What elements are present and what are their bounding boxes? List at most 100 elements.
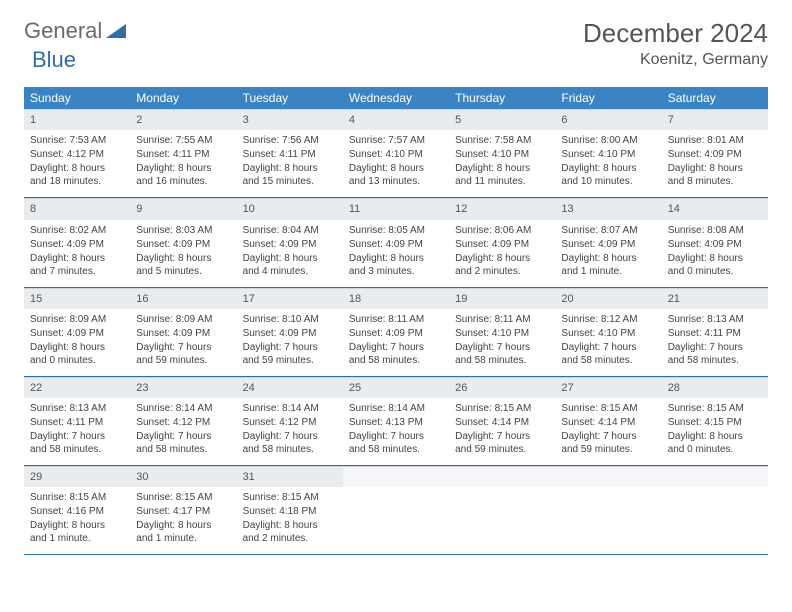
empty-day-cell	[449, 466, 555, 555]
day-cell: 19Sunrise: 8:11 AMSunset: 4:10 PMDayligh…	[449, 287, 555, 376]
sunrise-text: Sunrise: 8:09 AM	[136, 313, 230, 326]
sunset-text: Sunset: 4:09 PM	[243, 238, 337, 251]
day-number: 18	[343, 288, 449, 309]
day-body: Sunrise: 8:13 AMSunset: 4:11 PMDaylight:…	[24, 398, 130, 465]
day-number: 16	[130, 288, 236, 309]
day-number: 23	[130, 377, 236, 398]
daylight-text: Daylight: 7 hours and 58 minutes.	[243, 430, 337, 456]
day-number: 10	[237, 198, 343, 219]
day-body: Sunrise: 8:15 AMSunset: 4:16 PMDaylight:…	[24, 487, 130, 554]
day-body: Sunrise: 8:09 AMSunset: 4:09 PMDaylight:…	[130, 309, 236, 376]
dow-header-row: Sunday Monday Tuesday Wednesday Thursday…	[24, 87, 768, 109]
sunset-text: Sunset: 4:09 PM	[136, 238, 230, 251]
location-label: Koenitz, Germany	[583, 51, 768, 69]
day-body: Sunrise: 8:10 AMSunset: 4:09 PMDaylight:…	[237, 309, 343, 376]
dow-saturday: Saturday	[662, 87, 768, 109]
day-body: Sunrise: 7:58 AMSunset: 4:10 PMDaylight:…	[449, 130, 555, 197]
day-number: 8	[24, 198, 130, 219]
day-cell: 18Sunrise: 8:11 AMSunset: 4:09 PMDayligh…	[343, 287, 449, 376]
sunset-text: Sunset: 4:14 PM	[561, 416, 655, 429]
daylight-text: Daylight: 8 hours and 3 minutes.	[349, 252, 443, 278]
sunrise-text: Sunrise: 8:15 AM	[243, 491, 337, 504]
daylight-text: Daylight: 8 hours and 5 minutes.	[136, 252, 230, 278]
sunrise-text: Sunrise: 7:58 AM	[455, 134, 549, 147]
daylight-text: Daylight: 8 hours and 2 minutes.	[243, 519, 337, 545]
day-body: Sunrise: 8:00 AMSunset: 4:10 PMDaylight:…	[555, 130, 661, 197]
dow-tuesday: Tuesday	[237, 87, 343, 109]
day-cell: 27Sunrise: 8:15 AMSunset: 4:14 PMDayligh…	[555, 376, 661, 465]
day-cell: 7Sunrise: 8:01 AMSunset: 4:09 PMDaylight…	[662, 109, 768, 198]
sunset-text: Sunset: 4:17 PM	[136, 505, 230, 518]
sunset-text: Sunset: 4:10 PM	[455, 327, 549, 340]
title-block: December 2024 Koenitz, Germany	[583, 18, 768, 69]
day-number: 15	[24, 288, 130, 309]
day-number: 4	[343, 109, 449, 130]
daylight-text: Daylight: 8 hours and 1 minute.	[30, 519, 124, 545]
day-body	[662, 487, 768, 547]
sunrise-text: Sunrise: 8:15 AM	[455, 402, 549, 415]
calendar-table: Sunday Monday Tuesday Wednesday Thursday…	[24, 87, 768, 555]
day-number: 6	[555, 109, 661, 130]
day-cell: 12Sunrise: 8:06 AMSunset: 4:09 PMDayligh…	[449, 198, 555, 287]
day-body: Sunrise: 8:15 AMSunset: 4:14 PMDaylight:…	[449, 398, 555, 465]
day-body: Sunrise: 8:05 AMSunset: 4:09 PMDaylight:…	[343, 220, 449, 287]
daylight-text: Daylight: 8 hours and 11 minutes.	[455, 162, 549, 188]
day-cell: 6Sunrise: 8:00 AMSunset: 4:10 PMDaylight…	[555, 109, 661, 198]
daylight-text: Daylight: 8 hours and 4 minutes.	[243, 252, 337, 278]
sunset-text: Sunset: 4:10 PM	[455, 148, 549, 161]
day-body: Sunrise: 8:08 AMSunset: 4:09 PMDaylight:…	[662, 220, 768, 287]
sunset-text: Sunset: 4:11 PM	[668, 327, 762, 340]
day-cell: 24Sunrise: 8:14 AMSunset: 4:12 PMDayligh…	[237, 376, 343, 465]
dow-friday: Friday	[555, 87, 661, 109]
sunrise-text: Sunrise: 8:14 AM	[136, 402, 230, 415]
day-cell: 25Sunrise: 8:14 AMSunset: 4:13 PMDayligh…	[343, 376, 449, 465]
sunset-text: Sunset: 4:12 PM	[30, 148, 124, 161]
day-cell: 13Sunrise: 8:07 AMSunset: 4:09 PMDayligh…	[555, 198, 661, 287]
day-cell: 22Sunrise: 8:13 AMSunset: 4:11 PMDayligh…	[24, 376, 130, 465]
daylight-text: Daylight: 7 hours and 58 minutes.	[349, 430, 443, 456]
day-body: Sunrise: 8:11 AMSunset: 4:10 PMDaylight:…	[449, 309, 555, 376]
day-number: 25	[343, 377, 449, 398]
sunrise-text: Sunrise: 8:00 AM	[561, 134, 655, 147]
day-body: Sunrise: 8:15 AMSunset: 4:18 PMDaylight:…	[237, 487, 343, 554]
sunrise-text: Sunrise: 8:11 AM	[349, 313, 443, 326]
day-cell: 14Sunrise: 8:08 AMSunset: 4:09 PMDayligh…	[662, 198, 768, 287]
day-number	[662, 466, 768, 487]
day-cell: 2Sunrise: 7:55 AMSunset: 4:11 PMDaylight…	[130, 109, 236, 198]
sunset-text: Sunset: 4:09 PM	[136, 327, 230, 340]
day-body: Sunrise: 8:01 AMSunset: 4:09 PMDaylight:…	[662, 130, 768, 197]
day-body: Sunrise: 8:11 AMSunset: 4:09 PMDaylight:…	[343, 309, 449, 376]
sunset-text: Sunset: 4:09 PM	[455, 238, 549, 251]
sunrise-text: Sunrise: 8:02 AM	[30, 224, 124, 237]
sunset-text: Sunset: 4:11 PM	[243, 148, 337, 161]
day-body: Sunrise: 7:55 AMSunset: 4:11 PMDaylight:…	[130, 130, 236, 197]
day-number: 14	[662, 198, 768, 219]
day-cell: 20Sunrise: 8:12 AMSunset: 4:10 PMDayligh…	[555, 287, 661, 376]
day-cell: 9Sunrise: 8:03 AMSunset: 4:09 PMDaylight…	[130, 198, 236, 287]
sunrise-text: Sunrise: 8:04 AM	[243, 224, 337, 237]
daylight-text: Daylight: 8 hours and 7 minutes.	[30, 252, 124, 278]
day-number	[555, 466, 661, 487]
calendar-row: 22Sunrise: 8:13 AMSunset: 4:11 PMDayligh…	[24, 376, 768, 465]
day-body: Sunrise: 8:15 AMSunset: 4:15 PMDaylight:…	[662, 398, 768, 465]
daylight-text: Daylight: 7 hours and 59 minutes.	[561, 430, 655, 456]
logo-text-blue: Blue	[32, 47, 76, 72]
sunrise-text: Sunrise: 8:09 AM	[30, 313, 124, 326]
daylight-text: Daylight: 8 hours and 1 minute.	[561, 252, 655, 278]
day-number: 22	[24, 377, 130, 398]
sunset-text: Sunset: 4:09 PM	[561, 238, 655, 251]
sunrise-text: Sunrise: 8:13 AM	[668, 313, 762, 326]
sunset-text: Sunset: 4:09 PM	[668, 238, 762, 251]
day-cell: 23Sunrise: 8:14 AMSunset: 4:12 PMDayligh…	[130, 376, 236, 465]
day-number: 17	[237, 288, 343, 309]
sunset-text: Sunset: 4:10 PM	[561, 327, 655, 340]
day-cell: 15Sunrise: 8:09 AMSunset: 4:09 PMDayligh…	[24, 287, 130, 376]
daylight-text: Daylight: 7 hours and 58 minutes.	[136, 430, 230, 456]
day-number: 3	[237, 109, 343, 130]
daylight-text: Daylight: 7 hours and 59 minutes.	[455, 430, 549, 456]
day-cell: 30Sunrise: 8:15 AMSunset: 4:17 PMDayligh…	[130, 466, 236, 555]
sunrise-text: Sunrise: 8:14 AM	[243, 402, 337, 415]
sunset-text: Sunset: 4:16 PM	[30, 505, 124, 518]
sunrise-text: Sunrise: 7:53 AM	[30, 134, 124, 147]
daylight-text: Daylight: 7 hours and 59 minutes.	[136, 341, 230, 367]
